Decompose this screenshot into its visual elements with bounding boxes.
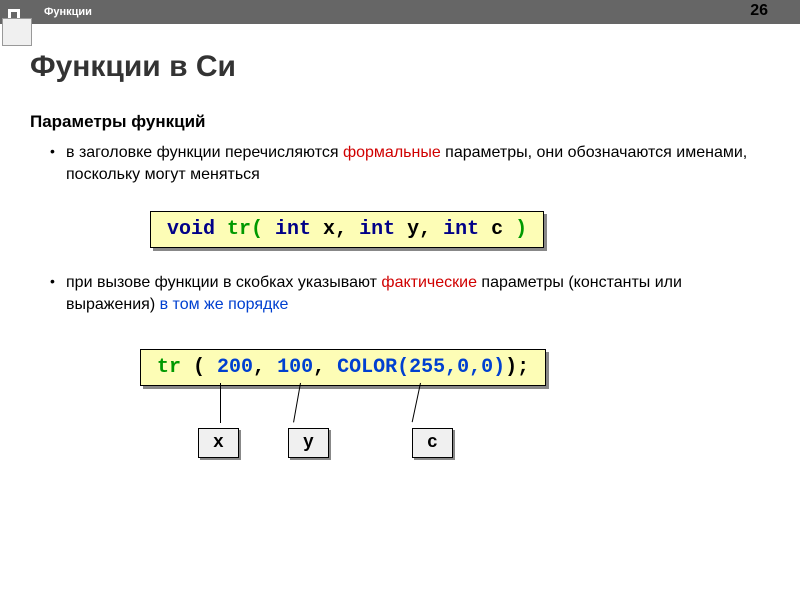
label-x: x bbox=[198, 428, 239, 458]
close-paren-2: ); bbox=[505, 356, 529, 379]
connector-x bbox=[220, 383, 221, 423]
header-bar: Функции bbox=[0, 0, 800, 24]
kw-int-2: int bbox=[347, 218, 407, 241]
arg-2: 100 bbox=[277, 356, 313, 379]
page-title: Функции в Си bbox=[30, 50, 770, 84]
param-c: c bbox=[491, 218, 503, 241]
section-subtitle: Параметры функций bbox=[30, 112, 770, 132]
bullet-list-2: при вызове функции в скобках указывают ф… bbox=[30, 272, 770, 317]
connector-c bbox=[412, 382, 421, 421]
decor-square-large bbox=[2, 18, 32, 46]
kw-int-1: int bbox=[263, 218, 323, 241]
fn-name-1: tr( bbox=[215, 218, 263, 241]
param-y: y bbox=[407, 218, 419, 241]
b2-kw: фактические bbox=[381, 274, 477, 291]
close-paren-1: ) bbox=[503, 218, 527, 241]
label-y: y bbox=[288, 428, 329, 458]
comma-1: , bbox=[335, 218, 347, 241]
param-x: x bbox=[323, 218, 335, 241]
open-paren-2: ( bbox=[181, 356, 217, 379]
b2-kw2: в том же порядке bbox=[160, 296, 289, 313]
kw-void: void bbox=[167, 218, 215, 241]
bullet-list: в заголовке функции перечисляются формал… bbox=[30, 142, 770, 187]
comma-c1: , bbox=[253, 356, 277, 379]
code-declaration: void tr( int x, int y, int c ) bbox=[150, 211, 544, 248]
slide-content: Функции в Си Параметры функций в заголов… bbox=[30, 40, 770, 468]
arg-1: 200 bbox=[217, 356, 253, 379]
b1-pre: в заголовке функции перечисляются bbox=[66, 144, 343, 161]
bullet-2: при вызове функции в скобках указывают ф… bbox=[54, 272, 770, 317]
code-call-row: tr ( 200, 100, COLOR(255,0,0)); bbox=[140, 349, 770, 386]
connector-y bbox=[293, 382, 301, 422]
labels-row: x y c bbox=[140, 428, 770, 468]
page-number: 26 bbox=[750, 2, 768, 20]
fn-name-2: tr bbox=[157, 356, 181, 379]
arg-3: COLOR(255,0,0) bbox=[337, 356, 505, 379]
breadcrumb: Функции bbox=[44, 6, 92, 18]
code-call: tr ( 200, 100, COLOR(255,0,0)); bbox=[140, 349, 546, 386]
bullet-1: в заголовке функции перечисляются формал… bbox=[54, 142, 770, 187]
label-c: c bbox=[412, 428, 453, 458]
comma-2: , bbox=[419, 218, 431, 241]
code-declaration-row: void tr( int x, int y, int c ) bbox=[150, 211, 770, 248]
b2-pre: при вызове функции в скобках указывают bbox=[66, 274, 381, 291]
kw-int-3: int bbox=[431, 218, 491, 241]
comma-c2: , bbox=[313, 356, 337, 379]
b1-kw: формальные bbox=[343, 144, 441, 161]
